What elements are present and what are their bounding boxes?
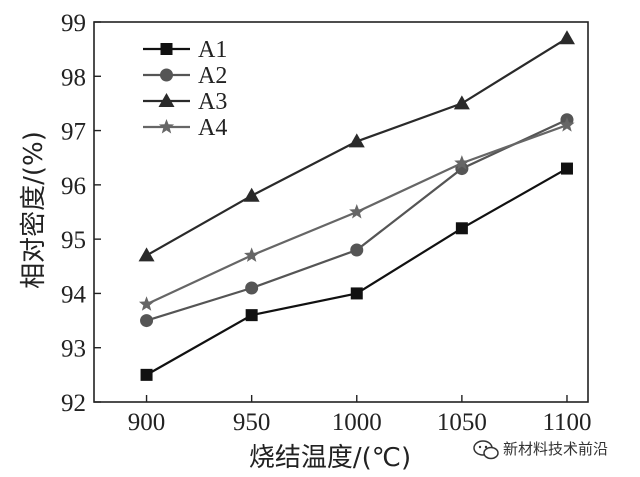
- watermark: 新材料技术前沿: [473, 440, 608, 460]
- y-tick-label: 99: [61, 10, 86, 37]
- x-tick-label: 1050: [437, 409, 487, 436]
- series-a4: [138, 117, 575, 311]
- legend-marker: [160, 68, 173, 82]
- legend-marker: [158, 93, 175, 107]
- data-point-a3: [348, 133, 365, 148]
- x-tick-label: 950: [233, 409, 271, 436]
- legend-label: A3: [198, 89, 227, 115]
- data-point-a3: [138, 247, 155, 262]
- data-point-a1: [140, 368, 153, 381]
- series-a3: [138, 30, 575, 262]
- series-a2: [140, 113, 574, 328]
- data-point-a4: [244, 247, 260, 262]
- legend-label: A1: [198, 37, 227, 63]
- legend-label: A2: [198, 63, 227, 89]
- y-tick-label: 96: [61, 173, 86, 200]
- data-point-a2: [350, 243, 364, 257]
- data-point-a1: [245, 309, 258, 322]
- legend-entry-a1: A1: [143, 37, 227, 63]
- y-tick-label: 98: [61, 64, 86, 91]
- legend-label: A4: [198, 115, 227, 141]
- legend-entry-a4: A4: [143, 115, 227, 141]
- y-tick-label: 95: [61, 227, 86, 254]
- x-tick-label: 1100: [542, 409, 591, 436]
- data-point-a2: [245, 281, 259, 295]
- data-point-a1: [455, 222, 468, 235]
- x-tick-label: 900: [128, 409, 166, 436]
- data-point-a3: [558, 30, 575, 45]
- data-point-a4: [454, 155, 470, 170]
- data-point-a3: [243, 187, 260, 202]
- data-point-a3: [453, 95, 470, 110]
- y-tick-label: 94: [61, 281, 87, 308]
- series-line-a1: [146, 167, 568, 376]
- wechat-logo-icon: [473, 440, 499, 460]
- y-tick-label: 97: [61, 119, 86, 146]
- x-tick-label: 1000: [332, 409, 382, 436]
- legend-marker: [160, 43, 173, 55]
- data-point-a4: [559, 117, 575, 132]
- legend-entry-a2: A2: [143, 63, 227, 89]
- legend-marker: [158, 119, 175, 134]
- legend-entry-a3: A3: [143, 89, 227, 115]
- data-point-a4: [138, 296, 155, 311]
- data-point-a2: [140, 314, 154, 328]
- data-point-a1: [560, 162, 573, 175]
- y-axis-title: 相对密度/(%): [19, 131, 49, 289]
- watermark-text: 新材料技术前沿: [503, 440, 608, 458]
- data-point-a4: [349, 204, 365, 219]
- data-point-a1: [350, 287, 363, 300]
- x-axis-title: 烧结温度/(℃): [249, 443, 411, 473]
- plot-area-frame: [93, 21, 589, 403]
- y-tick-label: 92: [61, 390, 86, 417]
- series-a1: [140, 162, 573, 381]
- y-tick-label: 93: [61, 336, 86, 363]
